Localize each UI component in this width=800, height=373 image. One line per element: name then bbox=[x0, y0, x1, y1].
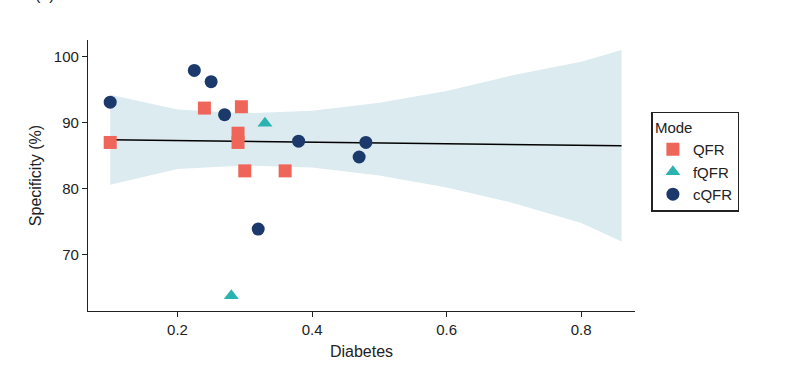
svg-text:(b): (b) bbox=[35, 0, 55, 3]
svg-text:70: 70 bbox=[62, 246, 79, 263]
svg-text:0.2: 0.2 bbox=[167, 321, 188, 338]
svg-text:0.6: 0.6 bbox=[436, 321, 457, 338]
svg-text:Diabetes: Diabetes bbox=[330, 343, 393, 360]
svg-text:0.4: 0.4 bbox=[302, 321, 323, 338]
svg-text:fQFR: fQFR bbox=[693, 164, 729, 181]
svg-text:80: 80 bbox=[62, 180, 79, 197]
svg-text:100: 100 bbox=[54, 48, 79, 65]
svg-text:QFR: QFR bbox=[693, 141, 725, 158]
svg-text:cQFR: cQFR bbox=[693, 186, 732, 203]
svg-text:Specificity (%): Specificity (%) bbox=[27, 125, 44, 226]
svg-text:90: 90 bbox=[62, 114, 79, 131]
svg-text:Mode: Mode bbox=[655, 119, 693, 136]
svg-text:0.8: 0.8 bbox=[571, 321, 592, 338]
